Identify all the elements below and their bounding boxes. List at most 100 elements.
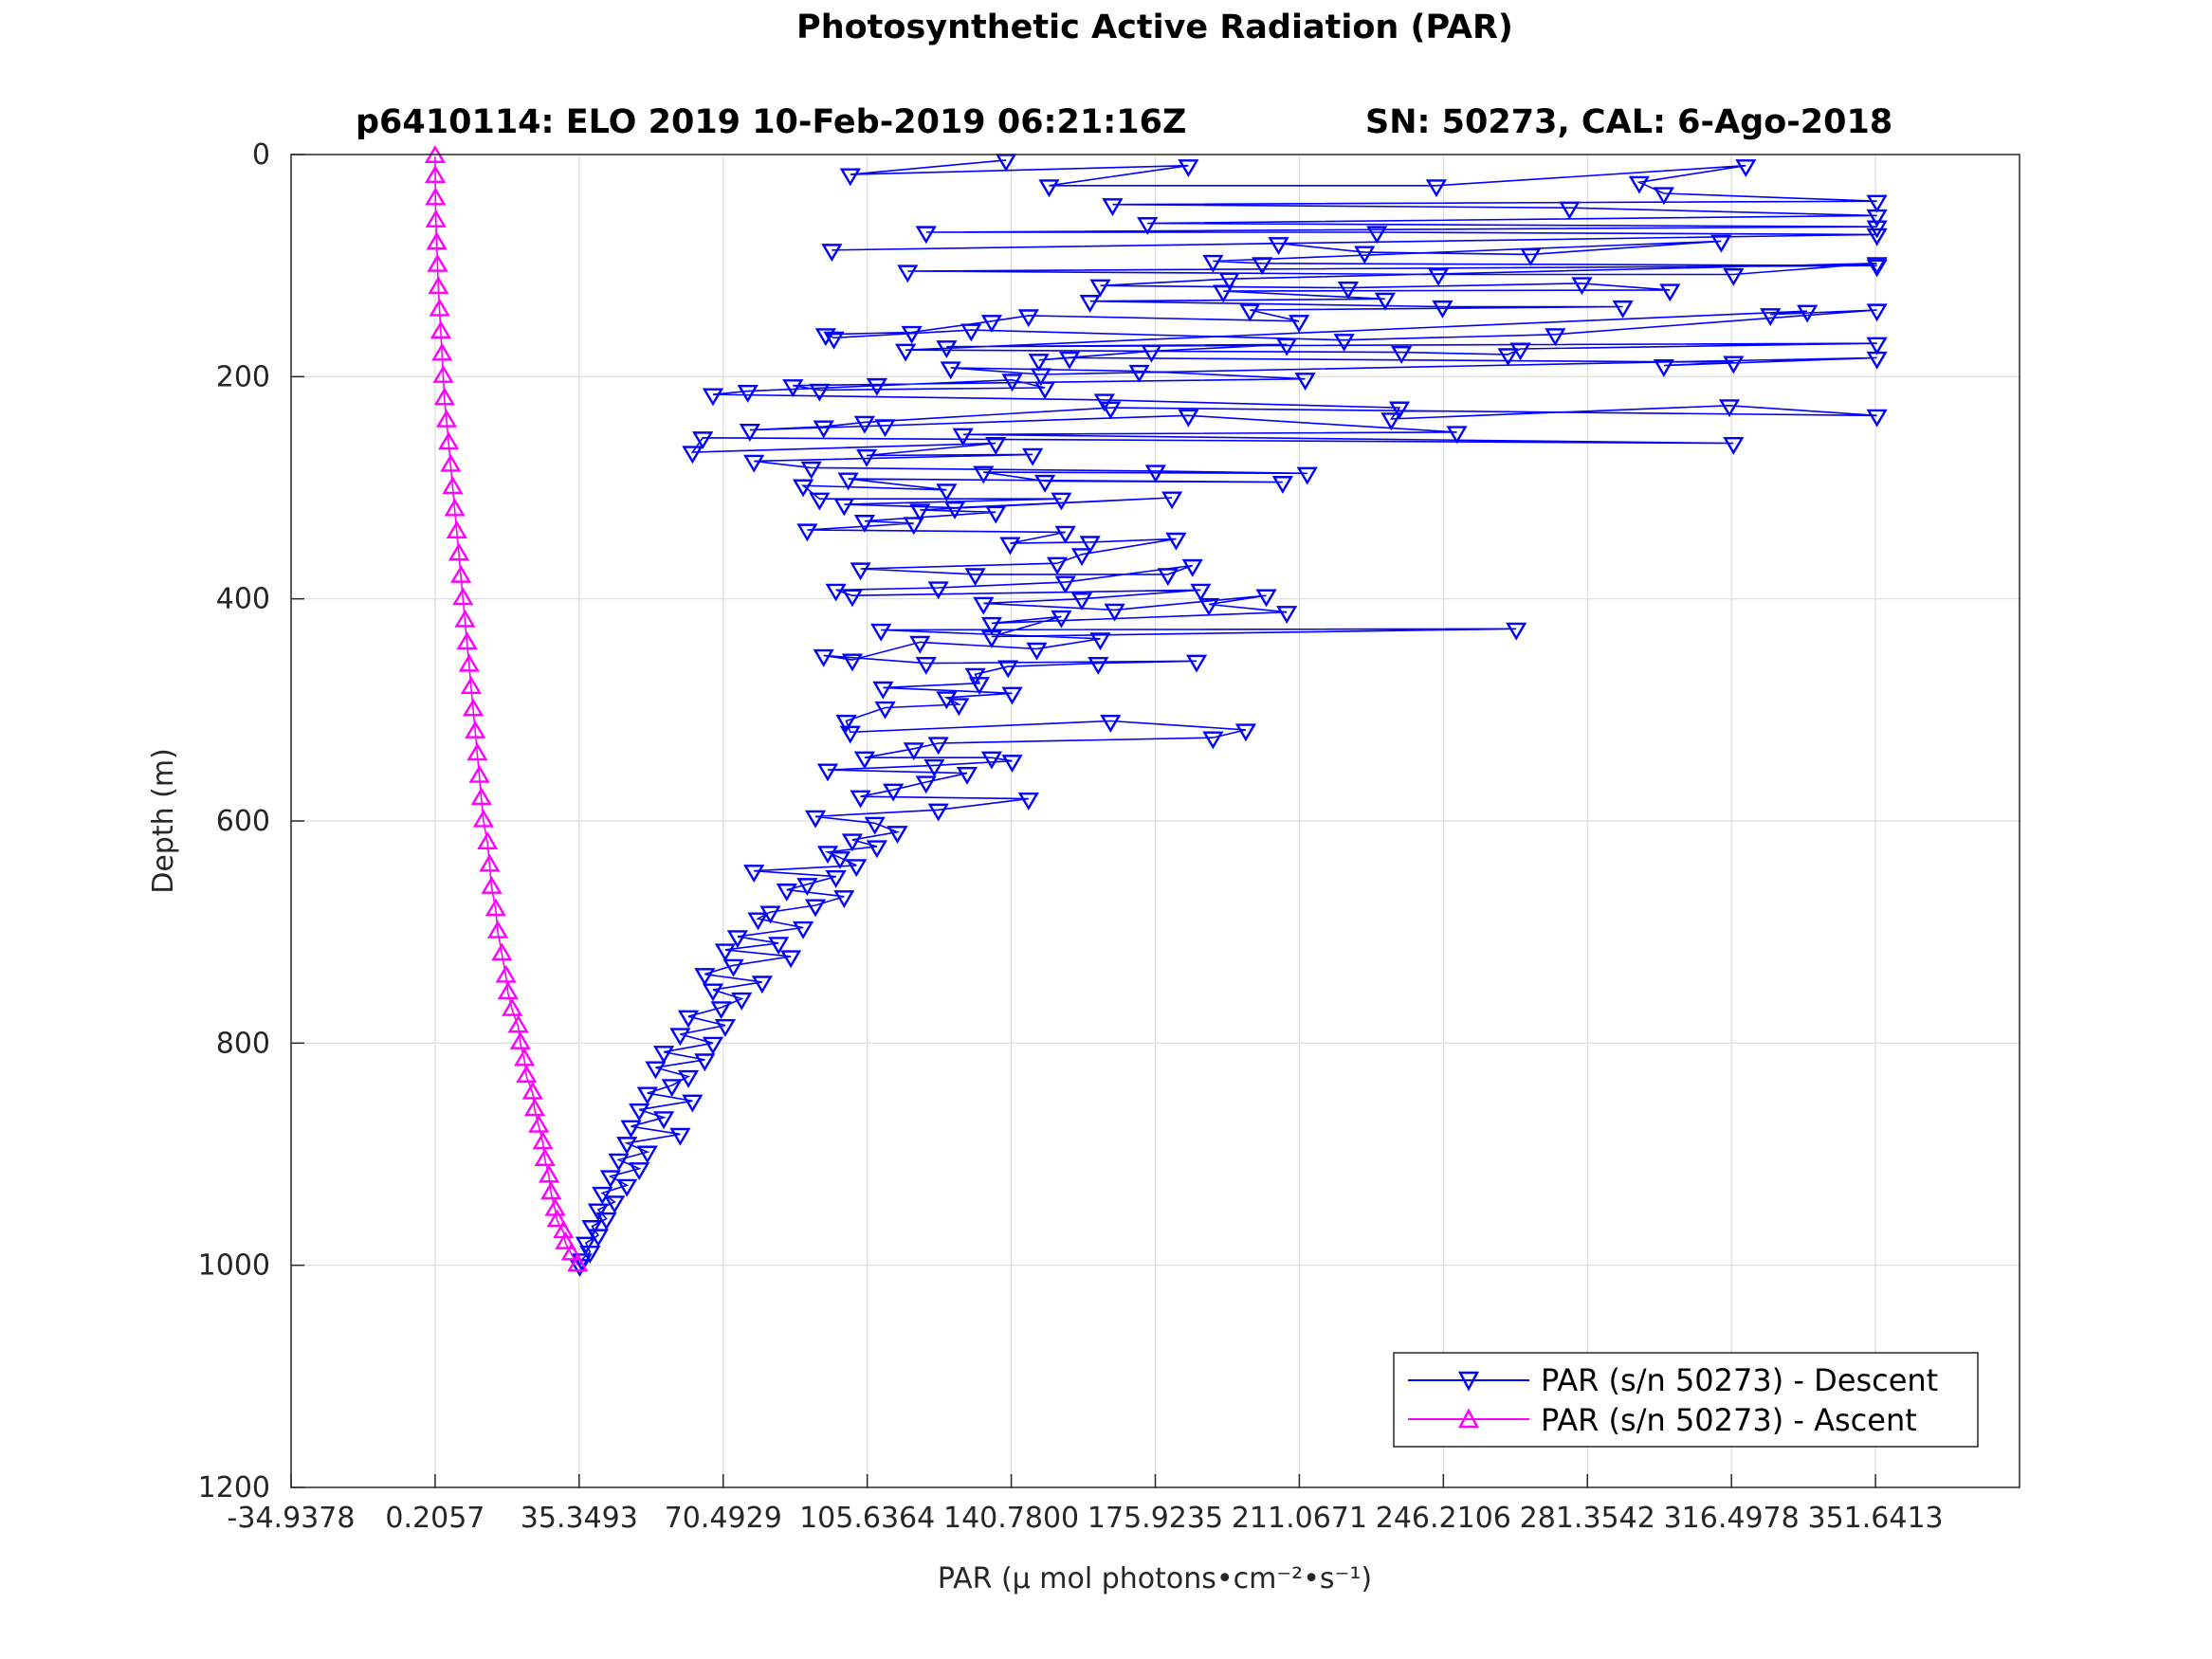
data-point-descent [776, 884, 797, 902]
data-point-ascent [534, 1148, 556, 1166]
grid [291, 155, 2020, 1487]
data-point-descent [948, 698, 970, 717]
data-point-ascent [491, 942, 513, 961]
data-point-descent [682, 1094, 704, 1113]
data-point-ascent [523, 1098, 546, 1117]
data-point-descent [661, 1079, 683, 1098]
data-point-descent [710, 1001, 732, 1020]
data-point-descent [575, 1236, 597, 1255]
data-point-descent [1545, 328, 1566, 347]
data-point-descent [1028, 354, 1050, 373]
data-point-descent [743, 454, 765, 473]
data-point-descent [809, 383, 831, 402]
data-point-descent [629, 1103, 650, 1121]
data-point-descent [796, 878, 818, 897]
y-tick-label: 200 [216, 360, 270, 393]
data-point-descent [1178, 409, 1199, 428]
data-point-descent [1354, 246, 1376, 264]
data-point-descent [927, 803, 949, 822]
data-point-ascent [435, 409, 458, 428]
data-point-ascent [479, 853, 501, 872]
data-point-descent [739, 423, 760, 442]
data-point-descent [1058, 351, 1081, 370]
data-point-descent [692, 431, 714, 450]
data-point-descent [1276, 337, 1298, 356]
data-point-descent [1038, 179, 1060, 198]
data-point-descent [833, 498, 855, 517]
x-tick-label: 105.6364 [799, 1502, 935, 1535]
data-point-ascent [495, 964, 517, 983]
data-point-descent [682, 446, 704, 465]
data-point-descent [853, 415, 876, 434]
data-point-descent [940, 361, 961, 380]
data-point-descent [1797, 304, 1819, 323]
data-point-descent [973, 465, 995, 484]
data-point-descent [1161, 491, 1183, 510]
data-point-descent [1017, 309, 1039, 328]
data-point-descent [1202, 254, 1224, 273]
data-point-ascent [430, 320, 452, 339]
data-point-descent [850, 562, 871, 581]
data-point-descent [1723, 437, 1745, 455]
data-point-descent [1141, 344, 1162, 363]
data-point-descent [821, 244, 843, 263]
data-point-ascent [466, 742, 488, 761]
data-point-descent [804, 899, 827, 918]
data-point-ascent [481, 876, 503, 894]
data-point-ascent [454, 609, 476, 628]
data-point-ascent [470, 787, 492, 806]
data-point-descent [1252, 257, 1273, 276]
data-point-descent [1190, 583, 1212, 602]
data-point-ascent [516, 1065, 538, 1084]
data-point-descent [1070, 592, 1093, 611]
x-tick-label: 35.3493 [521, 1502, 638, 1535]
data-point-descent [581, 1220, 603, 1238]
data-point-descent [1178, 159, 1199, 177]
data-point-descent [1559, 201, 1581, 220]
data-point-ascent [497, 981, 519, 1000]
data-point-descent [866, 377, 887, 396]
data-point-descent [1276, 606, 1298, 624]
data-point-descent [616, 1137, 638, 1156]
data-point-ascent [465, 720, 486, 738]
data-point-descent [927, 581, 949, 600]
data-point-ascent [425, 187, 447, 206]
data-point-descent [1366, 226, 1388, 245]
data-point-descent [923, 758, 945, 777]
data-point-ascent [462, 698, 484, 717]
data-point-descent [694, 968, 716, 986]
data-point-descent [985, 437, 1007, 455]
data-point-descent [887, 826, 908, 844]
data-point-descent [1866, 337, 1888, 356]
data-point-descent [980, 629, 1003, 648]
data-point-descent [780, 950, 802, 969]
series-line-descent [578, 159, 1877, 1266]
data-point-descent [608, 1153, 630, 1172]
data-point-descent [677, 1010, 700, 1029]
data-point-descent [1128, 364, 1150, 383]
data-point-descent [1446, 426, 1468, 445]
legend-marker-ascent [1457, 1408, 1480, 1429]
data-point-descent [1030, 368, 1051, 387]
data-point-descent [1388, 401, 1411, 420]
data-point-descent [964, 667, 986, 686]
data-point-descent [952, 428, 974, 447]
data-point-ascent [431, 342, 453, 361]
data-point-descent [616, 1178, 638, 1197]
data-point-descent [1428, 267, 1450, 286]
data-point-descent [901, 325, 923, 344]
data-point-descent [825, 583, 847, 602]
data-point-descent [883, 783, 905, 802]
data-point-descent [1425, 179, 1448, 198]
data-point-descent [829, 851, 851, 869]
data-point-descent [841, 589, 864, 608]
data-point-descent [956, 767, 978, 785]
data-point-descent [839, 725, 861, 744]
data-point-ascent [440, 453, 462, 472]
data-point-descent [853, 515, 876, 533]
data-point-ascent [458, 653, 480, 672]
data-point-ascent [484, 898, 506, 917]
data-point-descent [1653, 359, 1674, 377]
data-point-ascent [452, 587, 474, 606]
data-point-descent [653, 1046, 675, 1064]
